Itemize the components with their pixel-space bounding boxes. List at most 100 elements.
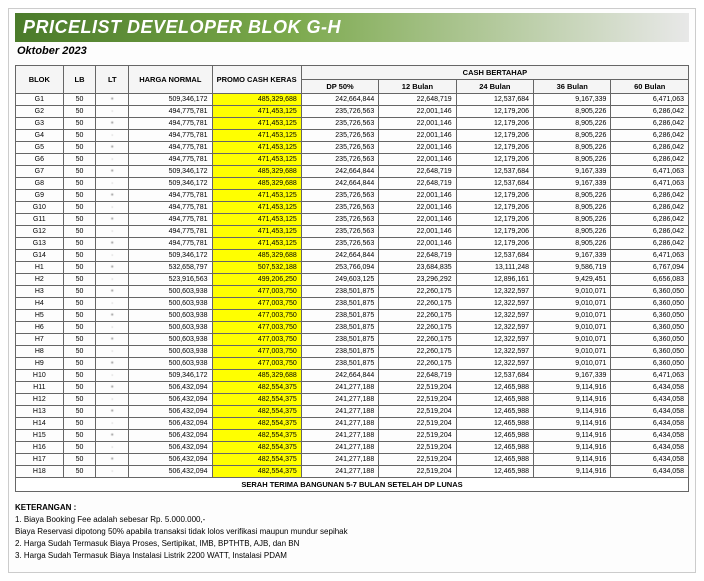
notes-section: KETERANGAN : 1. Biaya Booking Fee adalah… <box>15 502 689 562</box>
cell-harga-normal: 500,603,938 <box>129 346 212 358</box>
th-60bulan: 60 Bulan <box>611 80 689 94</box>
cell-promo-cash-keras: 471,453,125 <box>212 202 301 214</box>
table-row: G850·509,346,172485,329,688242,664,84422… <box>16 178 689 190</box>
table-row: H250·523,916,563499,206,250249,603,12523… <box>16 274 689 286</box>
cell-36bulan: 9,114,916 <box>534 430 611 442</box>
cell-blok: H11 <box>16 382 64 394</box>
cell-harga-normal: 494,775,781 <box>129 238 212 250</box>
notes-line: 1. Biaya Booking Fee adalah sebesar Rp. … <box>15 514 689 526</box>
cell-60bulan: 6,286,042 <box>611 118 689 130</box>
cell-60bulan: 6,286,042 <box>611 106 689 118</box>
cell-blok: G12 <box>16 226 64 238</box>
cell-harga-normal: 509,346,172 <box>129 94 212 106</box>
cell-lt: • <box>96 454 129 466</box>
cell-60bulan: 6,434,058 <box>611 466 689 478</box>
cell-12bulan: 22,519,204 <box>379 394 456 406</box>
table-body: G150•509,346,172485,329,688242,664,84422… <box>16 94 689 478</box>
cell-lb: 50 <box>63 358 96 370</box>
cell-36bulan: 8,905,226 <box>534 106 611 118</box>
cell-lb: 50 <box>63 226 96 238</box>
cell-blok: H15 <box>16 430 64 442</box>
cell-lt: • <box>96 118 129 130</box>
cell-lb: 50 <box>63 274 96 286</box>
cell-60bulan: 6,434,058 <box>611 430 689 442</box>
cell-lt: · <box>96 178 129 190</box>
cell-lb: 50 <box>63 466 96 478</box>
cell-dp50: 238,501,875 <box>301 286 378 298</box>
cell-60bulan: 6,286,042 <box>611 202 689 214</box>
cell-24bulan: 12,537,684 <box>456 370 533 382</box>
cell-lb: 50 <box>63 142 96 154</box>
cell-harga-normal: 494,775,781 <box>129 214 212 226</box>
cell-lb: 50 <box>63 322 96 334</box>
th-blok: BLOK <box>16 66 64 94</box>
cell-harga-normal: 494,775,781 <box>129 118 212 130</box>
cell-12bulan: 22,519,204 <box>379 382 456 394</box>
cell-lb: 50 <box>63 442 96 454</box>
page-title: PRICELIST DEVELOPER BLOK G-H <box>15 13 689 42</box>
cell-lt: · <box>96 442 129 454</box>
table-row: H1350•506,432,094482,554,375241,277,1882… <box>16 406 689 418</box>
cell-24bulan: 12,179,206 <box>456 142 533 154</box>
cell-lt: · <box>96 106 129 118</box>
notes-line: 3. Harga Sudah Termasuk Biaya Instalasi … <box>15 550 689 562</box>
cell-12bulan: 22,260,175 <box>379 310 456 322</box>
table-row: H1250·506,432,094482,554,375241,277,1882… <box>16 394 689 406</box>
cell-blok: G1 <box>16 94 64 106</box>
cell-promo-cash-keras: 471,453,125 <box>212 226 301 238</box>
cell-36bulan: 8,905,226 <box>534 118 611 130</box>
table-row: H1750•506,432,094482,554,375241,277,1882… <box>16 454 689 466</box>
cell-blok: G7 <box>16 166 64 178</box>
cell-24bulan: 12,896,161 <box>456 274 533 286</box>
cell-promo-cash-keras: 471,453,125 <box>212 118 301 130</box>
cell-12bulan: 22,648,719 <box>379 370 456 382</box>
cell-24bulan: 12,322,597 <box>456 334 533 346</box>
cell-dp50: 242,664,844 <box>301 94 378 106</box>
th-promo-cash-keras: PROMO CASH KERAS <box>212 66 301 94</box>
cell-lt: · <box>96 346 129 358</box>
cell-dp50: 235,726,563 <box>301 190 378 202</box>
cell-24bulan: 12,465,988 <box>456 454 533 466</box>
cell-harga-normal: 500,603,938 <box>129 286 212 298</box>
table-row: G1350•494,775,781471,453,125235,726,5632… <box>16 238 689 250</box>
cell-36bulan: 9,010,071 <box>534 322 611 334</box>
cell-harga-normal: 494,775,781 <box>129 106 212 118</box>
cell-lb: 50 <box>63 298 96 310</box>
table-row: H1650·506,432,094482,554,375241,277,1882… <box>16 442 689 454</box>
cell-36bulan: 9,010,071 <box>534 346 611 358</box>
cell-harga-normal: 523,916,563 <box>129 274 212 286</box>
cell-harga-normal: 494,775,781 <box>129 142 212 154</box>
th-24bulan: 24 Bulan <box>456 80 533 94</box>
cell-lt: • <box>96 406 129 418</box>
cell-60bulan: 6,471,063 <box>611 250 689 262</box>
table-row: G1250·494,775,781471,453,125235,726,5632… <box>16 226 689 238</box>
cell-12bulan: 22,260,175 <box>379 358 456 370</box>
cell-36bulan: 8,905,226 <box>534 214 611 226</box>
cell-blok: H2 <box>16 274 64 286</box>
cell-lb: 50 <box>63 238 96 250</box>
table-row: H350•500,603,938477,003,750238,501,87522… <box>16 286 689 298</box>
cell-12bulan: 22,001,146 <box>379 142 456 154</box>
table-row: G350•494,775,781471,453,125235,726,56322… <box>16 118 689 130</box>
table-row: H1150•506,432,094482,554,375241,277,1882… <box>16 382 689 394</box>
table-row: G650·494,775,781471,453,125235,726,56322… <box>16 154 689 166</box>
cell-dp50: 242,664,844 <box>301 370 378 382</box>
cell-lb: 50 <box>63 454 96 466</box>
table-row: G950•494,775,781471,453,125235,726,56322… <box>16 190 689 202</box>
cell-24bulan: 12,322,597 <box>456 286 533 298</box>
table-row: G150•509,346,172485,329,688242,664,84422… <box>16 94 689 106</box>
cell-lt: · <box>96 226 129 238</box>
th-36bulan: 36 Bulan <box>534 80 611 94</box>
cell-24bulan: 12,322,597 <box>456 310 533 322</box>
table-row: G250·494,775,781471,453,125235,726,56322… <box>16 106 689 118</box>
cell-blok: G13 <box>16 238 64 250</box>
cell-harga-normal: 500,603,938 <box>129 334 212 346</box>
cell-24bulan: 12,179,206 <box>456 226 533 238</box>
cell-blok: G5 <box>16 142 64 154</box>
table-row: H450·500,603,938477,003,750238,501,87522… <box>16 298 689 310</box>
cell-promo-cash-keras: 471,453,125 <box>212 142 301 154</box>
cell-dp50: 242,664,844 <box>301 250 378 262</box>
cell-24bulan: 12,179,206 <box>456 214 533 226</box>
cell-promo-cash-keras: 477,003,750 <box>212 334 301 346</box>
cell-lt: · <box>96 202 129 214</box>
